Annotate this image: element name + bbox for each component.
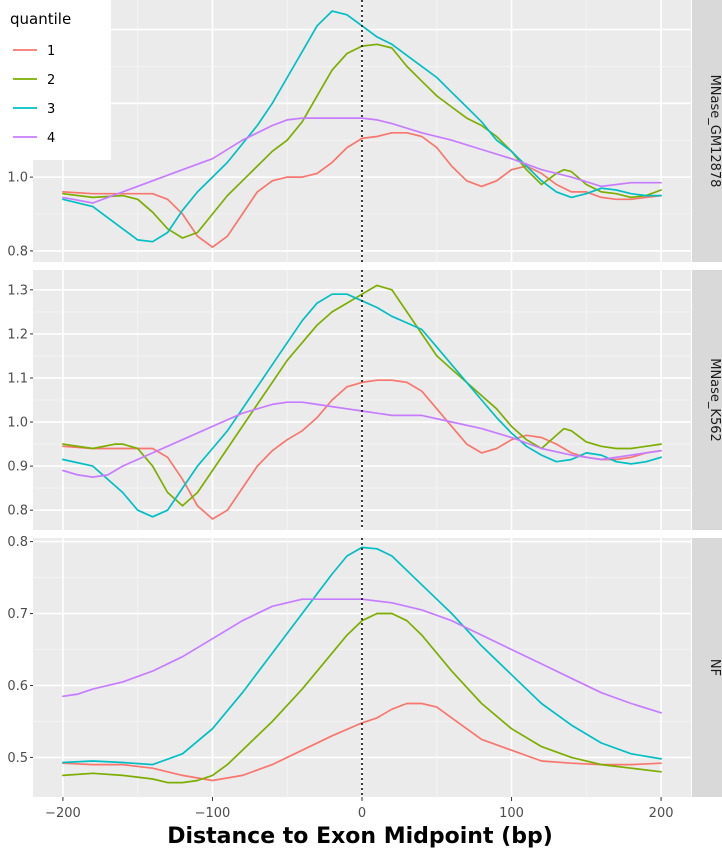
series-line-quantile-4: [62, 598, 662, 714]
series-line-quantile-2: [62, 43, 662, 239]
facet-strip: [692, 270, 722, 530]
series-line-quantile-1: [62, 379, 662, 520]
y-tick-label: 1.0: [7, 171, 28, 186]
legend-label: 1: [47, 44, 55, 59]
facet-strip-label: MNase_GM12878: [707, 75, 722, 188]
x-axis: −200 −100 0 100 200: [45, 797, 674, 821]
legend-label: 3: [47, 102, 55, 117]
series-line-quantile-3: [62, 293, 662, 518]
series-line-quantile-3: [62, 546, 662, 766]
series-line-quantile-1: [62, 131, 662, 249]
y-tick-label: 0.5: [7, 751, 28, 766]
series-line-quantile-2: [62, 612, 662, 784]
facet-strip: [692, 538, 722, 797]
facet-strip-label: NF: [707, 659, 722, 676]
legend-background: [0, 0, 111, 160]
series-line-quantile-4: [62, 117, 662, 204]
x-tick-label: 200: [649, 806, 674, 821]
series-line-quantile-1: [62, 702, 662, 782]
panels-layer: 0.81.01.21.4MNase_GM128780.80.91.01.11.2…: [7, 0, 722, 797]
facet-strip-label: MNase_K562: [707, 358, 722, 442]
legend: quantile 1 2 3 4: [0, 0, 111, 160]
y-tick-label: 0.7: [7, 607, 28, 622]
y-tick-label: 0.8: [7, 504, 28, 519]
y-tick-label: 0.8: [7, 244, 28, 259]
y-tick-label: 0.8: [7, 535, 28, 550]
y-tick-label: 0.6: [7, 679, 28, 694]
y-tick-label: 1.3: [7, 283, 28, 298]
panel-nf: 0.5 0.6 0.7 0.8 NF: [7, 535, 722, 797]
y-tick-label: 1.0: [7, 416, 28, 431]
x-axis-title: Distance to Exon Midpoint (bp): [167, 824, 553, 849]
x-tick-label: −100: [195, 806, 231, 821]
y-tick-label: 1.1: [7, 371, 28, 386]
legend-label: 4: [47, 131, 55, 146]
x-tick-label: 100: [499, 806, 524, 821]
panel-mnase-k562: 0.8 0.9 1.0 1.1 1.2 1.3 MNase_K562: [7, 270, 722, 530]
facet-strip: [692, 0, 722, 262]
series-line-quantile-2: [62, 284, 662, 507]
y-tick-label: 0.9: [7, 460, 28, 475]
panel-mnase-gm12878: 0.81.01.21.4MNase_GM12878: [7, 0, 722, 262]
legend-title: quantile: [10, 10, 71, 28]
series-line-quantile-4: [62, 401, 662, 478]
x-tick-label: 0: [358, 806, 366, 821]
legend-label: 2: [47, 73, 55, 88]
x-tick-label: −200: [45, 806, 81, 821]
y-tick-label: 1.2: [7, 327, 28, 342]
series-line-quantile-3: [62, 10, 662, 243]
